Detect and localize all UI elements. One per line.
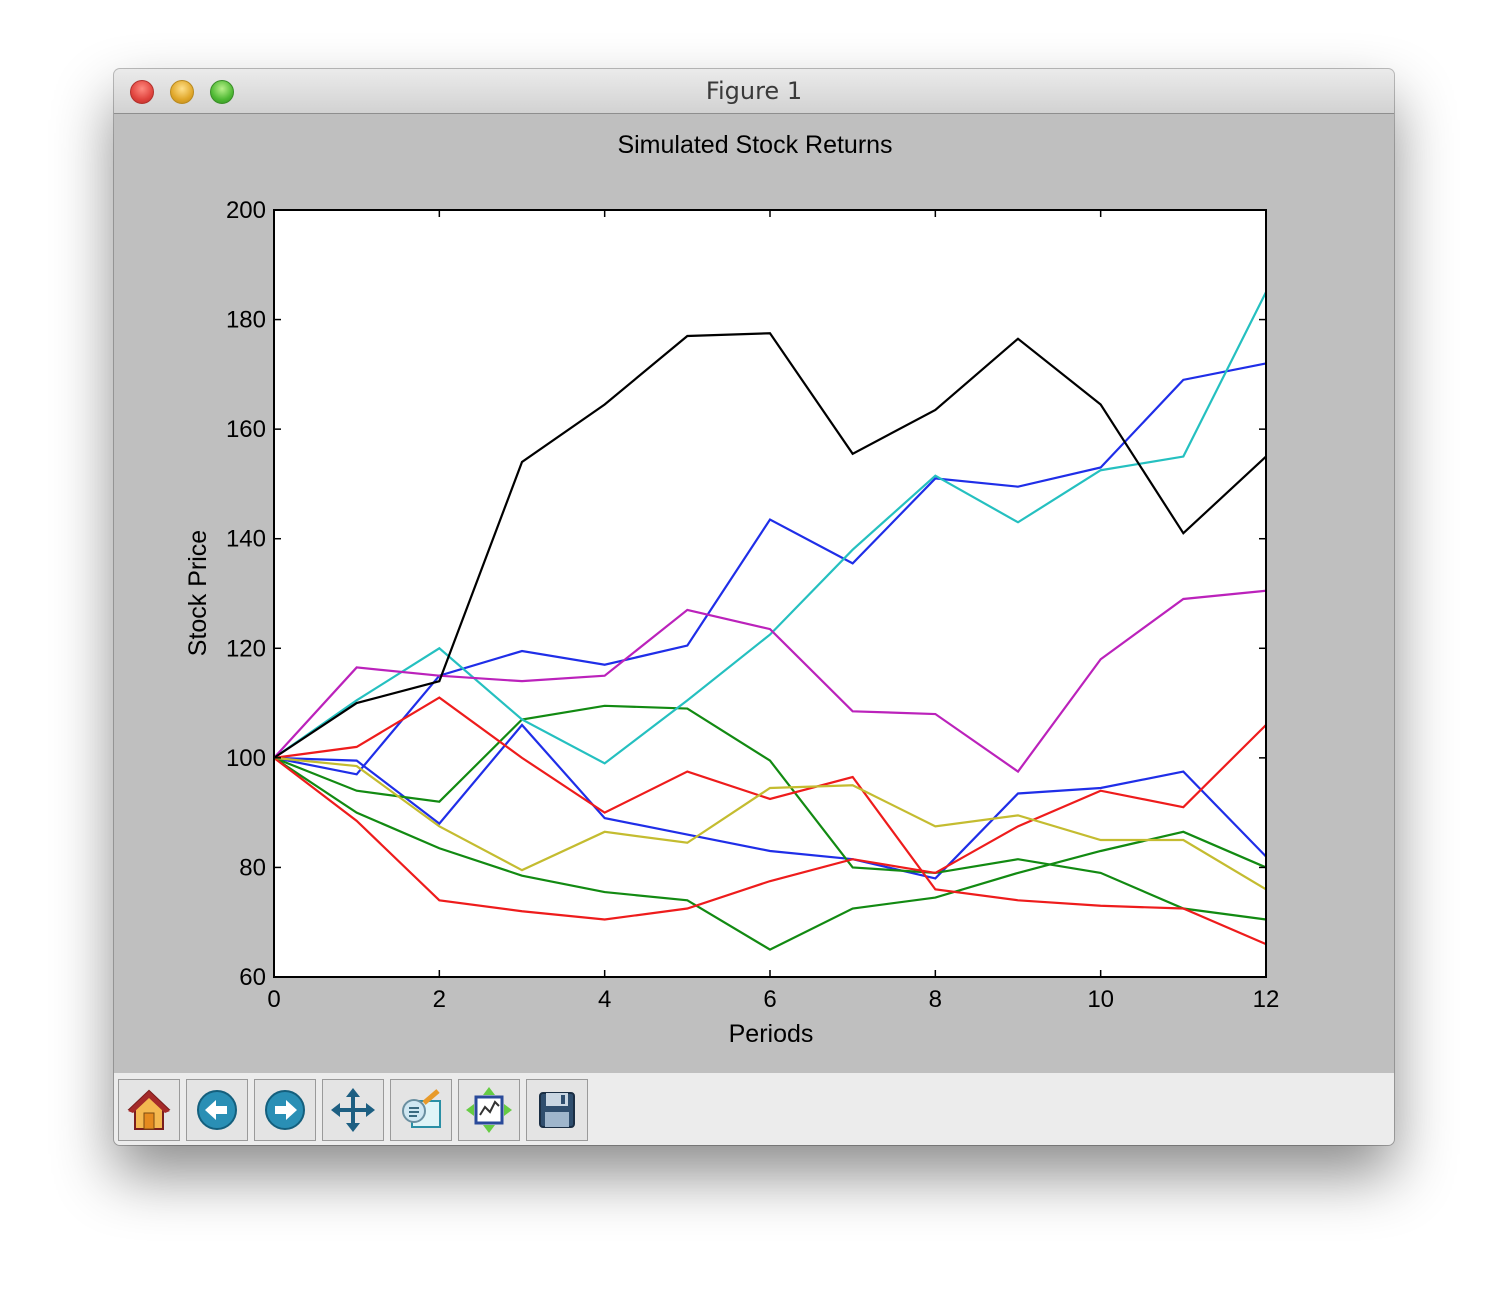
y-axis-label: Stock Price — [184, 530, 212, 656]
y-tick-label: 140 — [226, 526, 266, 553]
series-line-8 — [273, 589, 1267, 774]
y-tick-label: 160 — [226, 416, 266, 443]
close-window-button[interactable] — [130, 80, 154, 104]
series-line-2 — [273, 723, 1267, 880]
plot-area — [274, 210, 1266, 977]
home-icon — [127, 1089, 171, 1130]
x-tick-label: 4 — [598, 986, 611, 1013]
x-tick-label: 12 — [1253, 986, 1280, 1013]
window-title: Figure 1 — [705, 77, 803, 105]
chart-title: Simulated Stock Returns — [617, 131, 892, 159]
subplots-icon — [466, 1087, 512, 1133]
minimize-window-button[interactable] — [170, 80, 194, 104]
y-tick-label: 60 — [239, 964, 266, 991]
series-line-3 — [273, 704, 1267, 921]
pan-button[interactable] — [322, 1079, 384, 1141]
home-button[interactable] — [118, 1079, 180, 1141]
back-button[interactable] — [186, 1079, 248, 1141]
series-line-4 — [273, 756, 1267, 951]
x-tick-label: 8 — [929, 986, 942, 1013]
save-icon — [539, 1092, 575, 1128]
series-line-10 — [273, 332, 1267, 759]
y-tick-label: 200 — [226, 197, 266, 224]
tick-group: 0 2 4 6 8 10 12 60 80 100 120 140 160 180 200 — [226, 197, 1279, 1013]
figure-canvas[interactable]: Simulated Stock Returns 0 2 4 6 8 10 12 60 80 100… — [114, 114, 1394, 1073]
series-line-9 — [273, 756, 1267, 891]
figure-window: Figure 1 Simulated Stock Returns 0 2 4 6 8 10… — [114, 69, 1394, 1145]
zoom-window-button[interactable] — [210, 80, 234, 104]
series-line-7 — [273, 291, 1267, 765]
y-tick-label: 120 — [226, 635, 266, 662]
pan-icon — [331, 1088, 375, 1132]
save-button[interactable] — [526, 1079, 588, 1141]
navigation-toolbar — [114, 1073, 1394, 1145]
line-chart: Simulated Stock Returns 0 2 4 6 8 10 12 60 80 100… — [184, 131, 1279, 1048]
x-tick-label: 0 — [267, 986, 280, 1013]
title-bar[interactable]: Figure 1 — [114, 69, 1394, 114]
subplots-button[interactable] — [458, 1079, 520, 1141]
y-tick-label: 180 — [226, 307, 266, 334]
y-tick-label: 80 — [239, 854, 266, 881]
x-tick-label: 10 — [1087, 986, 1114, 1013]
x-tick-label: 6 — [763, 986, 776, 1013]
series-group — [273, 291, 1267, 951]
x-axis-label: Periods — [729, 1020, 814, 1048]
zoom-icon — [402, 1089, 441, 1128]
x-tick-label: 2 — [433, 986, 446, 1013]
forward-icon — [265, 1090, 305, 1130]
y-tick-label: 100 — [226, 745, 266, 772]
series-line-6 — [273, 724, 1267, 921]
back-icon — [197, 1090, 237, 1130]
forward-button[interactable] — [254, 1079, 316, 1141]
series-line-5 — [273, 696, 1267, 946]
zoom-button[interactable] — [390, 1079, 452, 1141]
